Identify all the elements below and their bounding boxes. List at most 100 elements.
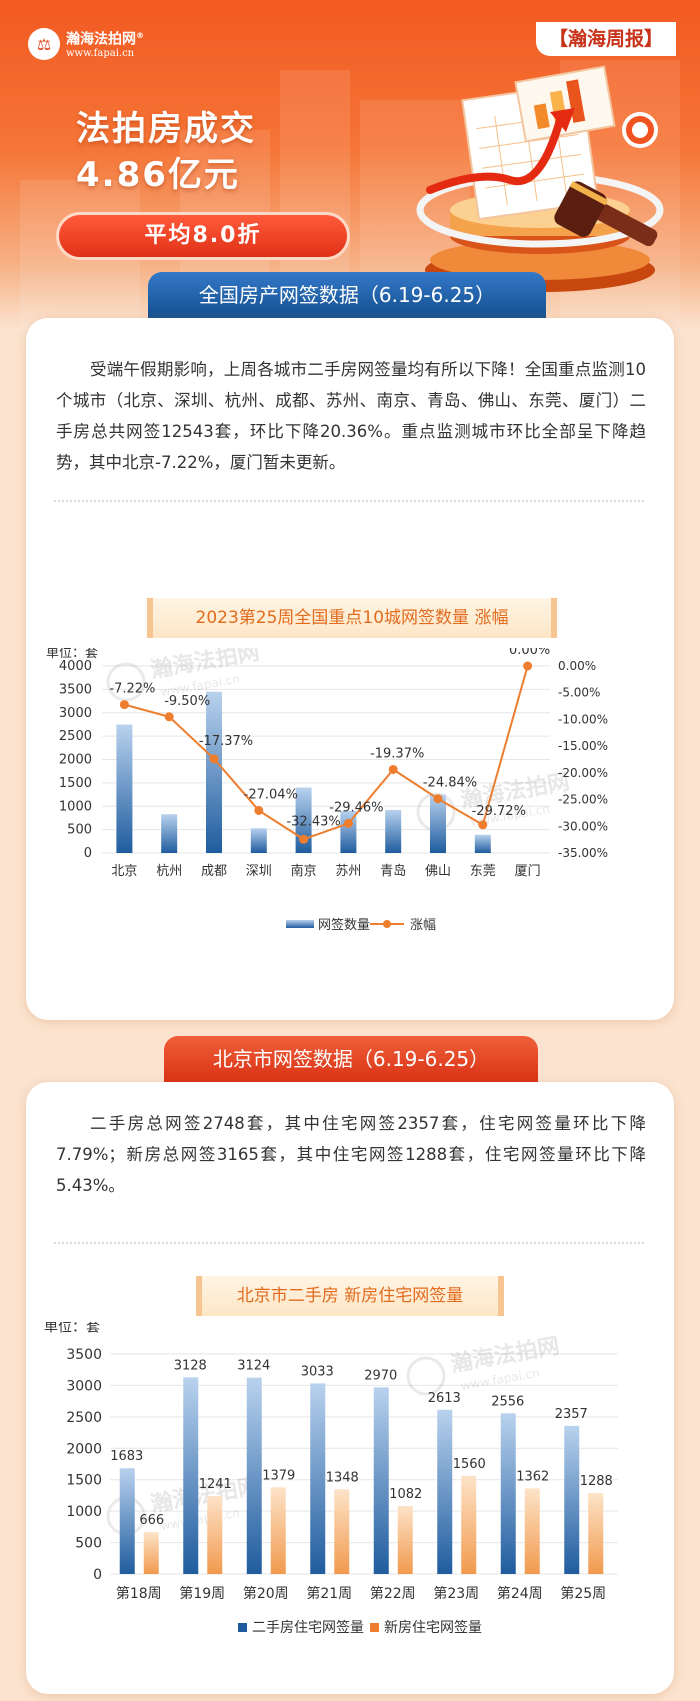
growth-label: -9.50% — [164, 694, 210, 709]
growth-line — [124, 665, 529, 841]
growth-label: -17.37% — [199, 734, 253, 749]
bar-东莞 — [474, 834, 491, 853]
bar-成都 — [206, 691, 222, 853]
bar-new-第22周 — [397, 1505, 413, 1574]
growth-label: 0.00% — [509, 648, 550, 658]
x-tick: 第24周 — [497, 1585, 543, 1602]
growth-label: -27.04% — [244, 787, 298, 802]
bar-resale-第20周 — [246, 1377, 262, 1574]
x-tick: 第20周 — [243, 1585, 289, 1602]
y-tick: 3000 — [66, 1378, 102, 1394]
data-label-resale: 2357 — [555, 1407, 588, 1422]
growth-label: -29.72% — [472, 804, 526, 819]
y-right-tick: -20.00% — [558, 766, 608, 780]
y-left-tick: 4000 — [59, 659, 92, 674]
data-label-new: 1348 — [326, 1470, 359, 1485]
watermark-seal-icon — [106, 662, 146, 702]
bar-resale-第24周 — [500, 1413, 516, 1574]
data-label-new: 1379 — [262, 1468, 295, 1483]
bar-深圳 — [250, 828, 267, 853]
growth-point — [254, 805, 264, 815]
x-tick: 第18周 — [116, 1585, 162, 1602]
data-label-new: 1288 — [580, 1474, 613, 1489]
data-label-resale: 3033 — [301, 1364, 334, 1379]
growth-label: -7.22% — [109, 682, 155, 697]
legend-bar-label: 网签数量 — [318, 917, 370, 933]
section2-card: 二手房总网签2748套，其中住宅网签2357套，住宅网签量环比下降7.79%；新… — [26, 1082, 674, 1694]
x-tick: 苏州 — [335, 863, 361, 879]
x-tick: 成都 — [201, 864, 227, 879]
legend-line-dot — [383, 920, 391, 928]
growth-label: -19.37% — [370, 746, 424, 761]
data-label-resale: 1683 — [110, 1449, 143, 1464]
x-tick: 厦门 — [515, 864, 541, 879]
y-right-tick: -35.00% — [558, 846, 608, 860]
growth-point — [343, 818, 353, 828]
brand-url: www.fapai.cn — [66, 47, 135, 59]
chart2-ribbon: 北京市二手房 新房住宅网签量 — [196, 1276, 504, 1316]
x-tick: 北京 — [111, 864, 137, 879]
weekly-label: 【瀚海周报】 — [536, 22, 676, 56]
data-label-resale: 2970 — [364, 1368, 397, 1383]
growth-point — [299, 834, 309, 844]
growth-point — [433, 794, 443, 804]
y-left-tick: 1000 — [59, 799, 92, 814]
bar-new-第24周 — [524, 1488, 540, 1574]
data-label-new: 1082 — [389, 1487, 422, 1502]
bar-new-第18周 — [143, 1532, 159, 1574]
y-left-tick: 1500 — [59, 776, 92, 791]
growth-label: -24.84% — [423, 776, 477, 791]
chart1-ribbon: 2023第25周全国重点10城网签数量 涨幅 — [147, 598, 557, 638]
headline-line2: 4.86亿元 — [76, 155, 240, 195]
growth-point — [209, 754, 219, 764]
legend-line-label: 涨幅 — [410, 918, 436, 933]
y-tick: 500 — [75, 1536, 102, 1552]
bar-resale-第21周 — [310, 1383, 326, 1574]
growth-point — [388, 764, 398, 774]
x-tick: 杭州 — [156, 864, 182, 879]
y-left-tick: 3500 — [59, 682, 92, 697]
chart1-svg: 单位：套 0 500 1000 1500 2000 2500 3000 3500 4000 0.00… — [46, 648, 608, 933]
y-tick: 3500 — [66, 1347, 102, 1363]
discount-pill: 平均8.0折 — [56, 212, 350, 260]
data-label-resale: 3124 — [237, 1359, 270, 1374]
chart2-unit-label: 单位：套 — [44, 1322, 100, 1336]
x-tick: 第23周 — [433, 1585, 479, 1602]
growth-label: -32.43% — [286, 814, 340, 829]
y-tick: 1500 — [66, 1473, 102, 1489]
x-tick: 第25周 — [560, 1585, 606, 1602]
y-left-tick: 0 — [84, 846, 92, 861]
bar-new-第23周 — [461, 1475, 477, 1574]
bar-resale-第23周 — [437, 1409, 453, 1574]
section2-paragraph: 二手房总网签2748套，其中住宅网签2357套，住宅网签量环比下降7.79%；新… — [56, 1114, 646, 1195]
section1-paragraph: 受端午假期影响，上周各城市二手房网签量均有所以下降！全国重点监测10个城市（北京… — [56, 360, 646, 472]
legend-resale-label: 二手房住宅网签量 — [252, 1619, 364, 1636]
x-tick: 东莞 — [470, 864, 496, 879]
x-tick: 第22周 — [370, 1585, 416, 1602]
y-right-tick: -5.00% — [558, 686, 600, 700]
y-right-tick: 0.00% — [558, 659, 596, 673]
y-tick: 0 — [93, 1567, 102, 1583]
data-label-resale: 3128 — [174, 1358, 207, 1373]
data-label-new: 1241 — [199, 1477, 232, 1492]
section1-tab: 全国房产网签数据（6.19-6.25） — [148, 272, 546, 318]
bar-new-第21周 — [334, 1489, 350, 1574]
bar-北京 — [116, 724, 133, 853]
chart2-svg: 单位：套 0 500 1000 1500 2000 2500 3000 3500 瀚海法拍网www… — [44, 1322, 618, 1636]
brand-logo: ⚖ 瀚海法拍网® www.fapai.cn — [28, 28, 144, 60]
legend-bar-swatch — [286, 920, 314, 928]
y-tick: 2000 — [66, 1441, 102, 1457]
x-tick: 南京 — [291, 863, 317, 879]
legend-new-label: 新房住宅网签量 — [384, 1619, 482, 1636]
data-label-resale: 2556 — [491, 1394, 524, 1409]
header-banner: ⚖ 瀚海法拍网® www.fapai.cn 【瀚海周报】 法拍房成交 4.86亿… — [0, 0, 700, 330]
y-left-tick: 2000 — [59, 753, 92, 768]
gavel-logo-icon: ⚖ — [28, 28, 60, 60]
headline-line1: 法拍房成交 — [76, 109, 256, 149]
brand-name: 瀚海法拍网 — [66, 31, 136, 48]
growth-point — [523, 661, 533, 671]
growth-point — [164, 712, 174, 722]
bar-new-第19周 — [207, 1495, 223, 1574]
bar-resale-第22周 — [373, 1387, 389, 1574]
